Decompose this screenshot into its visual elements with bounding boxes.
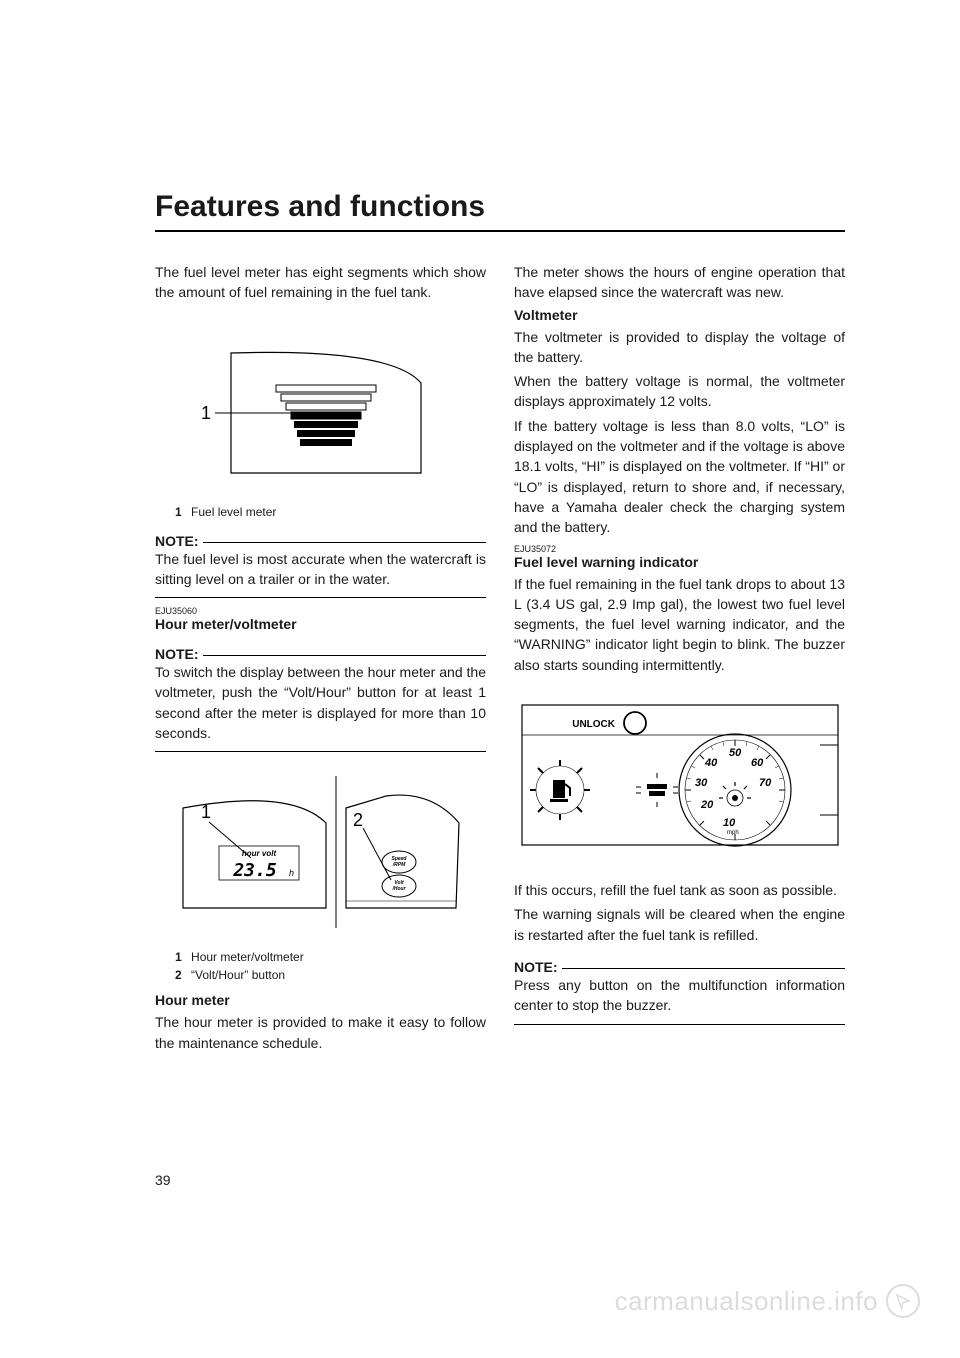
- figure-caption: 1 Hour meter/voltmeter: [175, 950, 486, 964]
- figure-fuel-level: 1: [155, 333, 486, 493]
- figure-caption: 1 Fuel level meter: [175, 505, 486, 519]
- svg-text:40: 40: [704, 757, 718, 769]
- caption-number: 1: [175, 505, 182, 519]
- caption-text: “Volt/Hour” button: [191, 968, 285, 982]
- subheading: Hour meter: [155, 992, 486, 1008]
- note-label: NOTE:: [155, 646, 199, 662]
- paragraph: If this occurs, refill the fuel tank as …: [514, 880, 845, 900]
- caption-number: 1: [175, 950, 182, 964]
- doc-code: EJU35060: [155, 606, 486, 616]
- paragraph: The voltmeter is provided to display the…: [514, 327, 845, 368]
- divider: [155, 597, 486, 598]
- svg-text:/Hour: /Hour: [391, 886, 406, 892]
- paragraph: The fuel level is most accurate when the…: [155, 549, 486, 590]
- svg-text:10: 10: [723, 817, 736, 829]
- svg-text:70: 70: [759, 777, 772, 789]
- svg-text:1: 1: [201, 802, 211, 822]
- caption-text: Fuel level meter: [191, 505, 276, 519]
- caption-text: Hour meter/voltmeter: [191, 950, 304, 964]
- paragraph: The hour meter is provided to make it ea…: [155, 1012, 486, 1053]
- watermark-text: carmanualsonline.info: [615, 1286, 878, 1317]
- rule-icon: [203, 655, 486, 656]
- paragraph: To switch the display between the hour m…: [155, 662, 486, 743]
- svg-text:mph: mph: [727, 830, 739, 836]
- paragraph: The fuel level meter has eight segments …: [155, 262, 486, 303]
- paragraph: Press any button on the multifunction in…: [514, 975, 845, 1016]
- svg-text:2: 2: [353, 810, 363, 830]
- left-column: The fuel level meter has eight segments …: [155, 262, 486, 1057]
- page-number: 39: [155, 1172, 171, 1188]
- figure-hour-voltmeter: hour volt 23.5 h Speed /RPM Volt /Hour: [155, 768, 486, 938]
- svg-text:h: h: [289, 868, 294, 878]
- svg-text:23.5: 23.5: [232, 860, 277, 881]
- note-heading: NOTE:: [514, 959, 845, 975]
- paragraph: If the battery voltage is less than 8.0 …: [514, 416, 845, 538]
- svg-text:20: 20: [700, 799, 714, 811]
- note-label: NOTE:: [514, 959, 558, 975]
- paragraph: The warning signals will be cleared when…: [514, 904, 845, 945]
- note-label: NOTE:: [155, 533, 199, 549]
- divider: [155, 751, 486, 752]
- paragraph: The meter shows the hours of engine oper…: [514, 262, 845, 303]
- svg-text:30: 30: [695, 777, 708, 789]
- content-columns: The fuel level meter has eight segments …: [155, 262, 845, 1057]
- right-column: The meter shows the hours of engine oper…: [514, 262, 845, 1057]
- svg-text:hour volt: hour volt: [241, 849, 276, 858]
- rule-icon: [562, 968, 845, 969]
- figure-dashboard: UNLOCK: [514, 695, 845, 860]
- svg-text:UNLOCK: UNLOCK: [572, 719, 616, 730]
- paragraph: When the battery voltage is normal, the …: [514, 371, 845, 412]
- pointer-icon: [886, 1284, 920, 1318]
- subheading: Hour meter/voltmeter: [155, 616, 486, 632]
- svg-text:60: 60: [751, 757, 764, 769]
- page-title: Features and functions: [155, 190, 845, 232]
- watermark: carmanualsonline.info: [615, 1284, 920, 1318]
- svg-text:50: 50: [729, 747, 742, 759]
- rule-icon: [203, 542, 486, 543]
- doc-code: EJU35072: [514, 544, 845, 554]
- divider: [514, 1024, 845, 1025]
- svg-text:/RPM: /RPM: [391, 862, 405, 868]
- caption-number: 2: [175, 968, 182, 982]
- note-heading: NOTE:: [155, 646, 486, 662]
- subheading: Voltmeter: [514, 307, 845, 323]
- figure-caption: 2 “Volt/Hour” button: [175, 968, 486, 982]
- subheading: Fuel level warning indicator: [514, 554, 845, 570]
- paragraph: If the fuel remaining in the fuel tank d…: [514, 574, 845, 675]
- note-heading: NOTE:: [155, 533, 486, 549]
- svg-text:1: 1: [201, 403, 211, 423]
